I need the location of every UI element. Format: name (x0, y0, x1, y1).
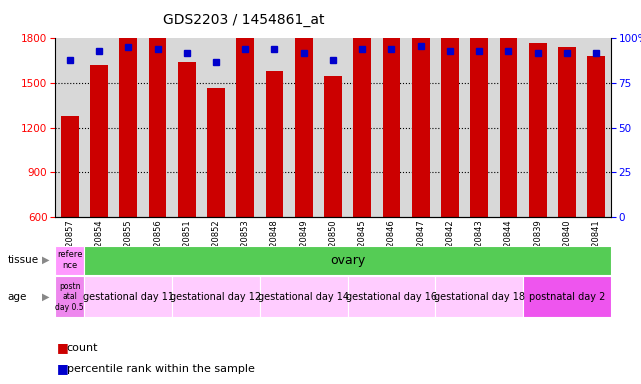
Bar (529, 43, 547, 217)
Text: gestational day 18: gestational day 18 (434, 291, 525, 302)
Text: postn
atal
day 0.5: postn atal day 0.5 (55, 282, 84, 311)
Bar (207, 88, 225, 217)
Bar (523, 276, 611, 317)
Bar (441, 35, 459, 217)
Bar (55, 276, 85, 317)
Bar (587, 56, 605, 217)
Text: ▶: ▶ (42, 255, 50, 265)
Text: gestational day 11: gestational day 11 (83, 291, 174, 302)
Bar (347, 276, 435, 317)
Text: refere
nce: refere nce (57, 250, 83, 270)
Bar (353, 15, 371, 217)
Bar (178, 62, 196, 217)
Bar (470, 25, 488, 217)
Bar (237, 25, 254, 217)
Text: gestational day 12: gestational day 12 (171, 291, 262, 302)
Text: postnatal day 2: postnatal day 2 (529, 291, 605, 302)
Bar (435, 276, 523, 317)
Text: ■: ■ (56, 341, 68, 354)
Bar (500, 31, 517, 217)
Text: gestational day 14: gestational day 14 (258, 291, 349, 302)
Bar (558, 47, 576, 217)
Text: percentile rank within the sample: percentile rank within the sample (67, 364, 254, 374)
Bar (412, 0, 429, 217)
Text: gestational day 16: gestational day 16 (346, 291, 437, 302)
Bar (266, 71, 283, 217)
Bar (85, 276, 172, 317)
Text: tissue: tissue (8, 255, 39, 265)
Text: ovary: ovary (330, 254, 365, 266)
Bar (260, 276, 347, 317)
Text: ■: ■ (56, 362, 68, 375)
Text: ▶: ▶ (42, 291, 50, 302)
Bar (172, 276, 260, 317)
Text: count: count (67, 343, 98, 353)
Bar (383, 0, 400, 217)
Bar (119, 25, 137, 217)
Text: age: age (8, 291, 27, 302)
Bar (324, 76, 342, 217)
Text: GDS2203 / 1454861_at: GDS2203 / 1454861_at (163, 13, 324, 27)
Bar (90, 65, 108, 217)
Bar (55, 246, 85, 275)
Bar (295, 37, 313, 217)
Bar (149, 38, 166, 217)
Bar (61, 116, 79, 217)
